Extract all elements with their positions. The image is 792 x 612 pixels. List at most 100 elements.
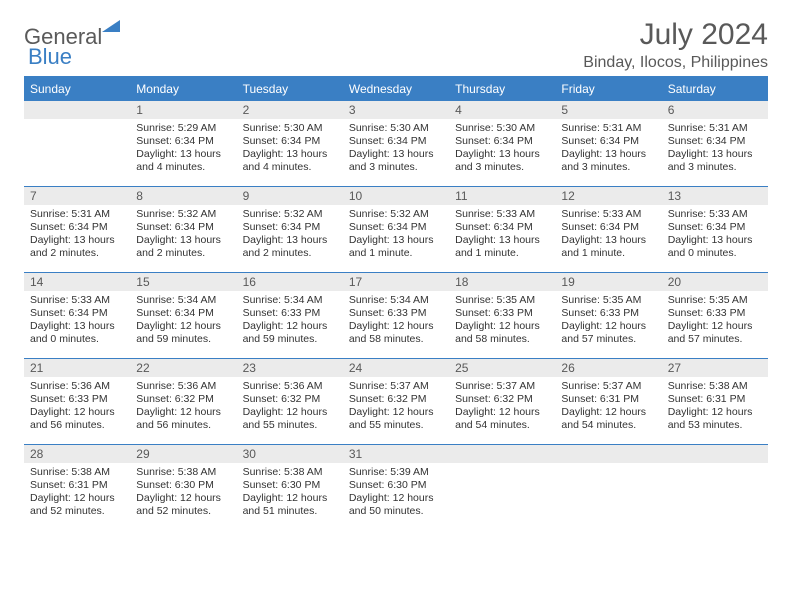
calendar-cell: 20Sunrise: 5:35 AMSunset: 6:33 PMDayligh… <box>662 273 768 359</box>
day-number: 25 <box>449 359 555 377</box>
day-content: Sunrise: 5:34 AMSunset: 6:33 PMDaylight:… <box>237 291 343 351</box>
day-content: Sunrise: 5:32 AMSunset: 6:34 PMDaylight:… <box>130 205 236 265</box>
day-content: Sunrise: 5:36 AMSunset: 6:32 PMDaylight:… <box>130 377 236 437</box>
day-content: Sunrise: 5:33 AMSunset: 6:34 PMDaylight:… <box>449 205 555 265</box>
day-content: Sunrise: 5:31 AMSunset: 6:34 PMDaylight:… <box>555 119 661 179</box>
day-number-empty <box>24 101 130 119</box>
day-content: Sunrise: 5:38 AMSunset: 6:31 PMDaylight:… <box>24 463 130 523</box>
day-number: 16 <box>237 273 343 291</box>
calendar-cell: 15Sunrise: 5:34 AMSunset: 6:34 PMDayligh… <box>130 273 236 359</box>
day-number: 2 <box>237 101 343 119</box>
calendar-cell: 3Sunrise: 5:30 AMSunset: 6:34 PMDaylight… <box>343 101 449 187</box>
day-number: 12 <box>555 187 661 205</box>
calendar-cell: 27Sunrise: 5:38 AMSunset: 6:31 PMDayligh… <box>662 359 768 445</box>
day-content: Sunrise: 5:38 AMSunset: 6:30 PMDaylight:… <box>130 463 236 523</box>
day-content: Sunrise: 5:39 AMSunset: 6:30 PMDaylight:… <box>343 463 449 523</box>
day-content: Sunrise: 5:30 AMSunset: 6:34 PMDaylight:… <box>449 119 555 179</box>
calendar-cell: 26Sunrise: 5:37 AMSunset: 6:31 PMDayligh… <box>555 359 661 445</box>
calendar-cell: 12Sunrise: 5:33 AMSunset: 6:34 PMDayligh… <box>555 187 661 273</box>
calendar-row: 28Sunrise: 5:38 AMSunset: 6:31 PMDayligh… <box>24 445 768 531</box>
day-number: 14 <box>24 273 130 291</box>
day-number: 29 <box>130 445 236 463</box>
day-content: Sunrise: 5:35 AMSunset: 6:33 PMDaylight:… <box>662 291 768 351</box>
calendar-cell: 8Sunrise: 5:32 AMSunset: 6:34 PMDaylight… <box>130 187 236 273</box>
day-number-empty <box>662 445 768 463</box>
calendar-cell: 7Sunrise: 5:31 AMSunset: 6:34 PMDaylight… <box>24 187 130 273</box>
calendar-cell: 25Sunrise: 5:37 AMSunset: 6:32 PMDayligh… <box>449 359 555 445</box>
calendar-cell: 24Sunrise: 5:37 AMSunset: 6:32 PMDayligh… <box>343 359 449 445</box>
calendar-cell: 28Sunrise: 5:38 AMSunset: 6:31 PMDayligh… <box>24 445 130 531</box>
day-number: 11 <box>449 187 555 205</box>
calendar-cell: 31Sunrise: 5:39 AMSunset: 6:30 PMDayligh… <box>343 445 449 531</box>
day-content: Sunrise: 5:31 AMSunset: 6:34 PMDaylight:… <box>24 205 130 265</box>
calendar-cell: 23Sunrise: 5:36 AMSunset: 6:32 PMDayligh… <box>237 359 343 445</box>
day-number: 26 <box>555 359 661 377</box>
day-number: 27 <box>662 359 768 377</box>
day-content: Sunrise: 5:33 AMSunset: 6:34 PMDaylight:… <box>24 291 130 351</box>
day-content: Sunrise: 5:36 AMSunset: 6:32 PMDaylight:… <box>237 377 343 437</box>
day-content: Sunrise: 5:32 AMSunset: 6:34 PMDaylight:… <box>237 205 343 265</box>
calendar-cell: 5Sunrise: 5:31 AMSunset: 6:34 PMDaylight… <box>555 101 661 187</box>
calendar-body: 1Sunrise: 5:29 AMSunset: 6:34 PMDaylight… <box>24 101 768 531</box>
day-number: 18 <box>449 273 555 291</box>
title-block: July 2024 Binday, Ilocos, Philippines <box>583 18 768 72</box>
day-number: 15 <box>130 273 236 291</box>
calendar-cell <box>555 445 661 531</box>
location-label: Binday, Ilocos, Philippines <box>583 54 768 72</box>
calendar-cell: 22Sunrise: 5:36 AMSunset: 6:32 PMDayligh… <box>130 359 236 445</box>
day-number-empty <box>449 445 555 463</box>
calendar-cell: 13Sunrise: 5:33 AMSunset: 6:34 PMDayligh… <box>662 187 768 273</box>
day-number: 24 <box>343 359 449 377</box>
day-content: Sunrise: 5:38 AMSunset: 6:31 PMDaylight:… <box>662 377 768 437</box>
day-content: Sunrise: 5:29 AMSunset: 6:34 PMDaylight:… <box>130 119 236 179</box>
calendar-cell: 30Sunrise: 5:38 AMSunset: 6:30 PMDayligh… <box>237 445 343 531</box>
day-number: 23 <box>237 359 343 377</box>
weekday-header: Monday <box>130 77 236 101</box>
day-number: 7 <box>24 187 130 205</box>
calendar-cell: 2Sunrise: 5:30 AMSunset: 6:34 PMDaylight… <box>237 101 343 187</box>
calendar-cell: 6Sunrise: 5:31 AMSunset: 6:34 PMDaylight… <box>662 101 768 187</box>
weekday-header: Tuesday <box>237 77 343 101</box>
day-number: 19 <box>555 273 661 291</box>
day-number: 30 <box>237 445 343 463</box>
day-content: Sunrise: 5:30 AMSunset: 6:34 PMDaylight:… <box>237 119 343 179</box>
day-content: Sunrise: 5:37 AMSunset: 6:31 PMDaylight:… <box>555 377 661 437</box>
day-number: 9 <box>237 187 343 205</box>
calendar-cell: 14Sunrise: 5:33 AMSunset: 6:34 PMDayligh… <box>24 273 130 359</box>
day-number: 20 <box>662 273 768 291</box>
weekday-header: Wednesday <box>343 77 449 101</box>
day-content: Sunrise: 5:37 AMSunset: 6:32 PMDaylight:… <box>343 377 449 437</box>
calendar-cell: 19Sunrise: 5:35 AMSunset: 6:33 PMDayligh… <box>555 273 661 359</box>
day-number: 6 <box>662 101 768 119</box>
day-number: 4 <box>449 101 555 119</box>
day-content: Sunrise: 5:34 AMSunset: 6:34 PMDaylight:… <box>130 291 236 351</box>
calendar-cell: 9Sunrise: 5:32 AMSunset: 6:34 PMDaylight… <box>237 187 343 273</box>
weekday-header: Sunday <box>24 77 130 101</box>
calendar-row: 1Sunrise: 5:29 AMSunset: 6:34 PMDaylight… <box>24 101 768 187</box>
day-number: 31 <box>343 445 449 463</box>
day-number: 3 <box>343 101 449 119</box>
brand-part2: Blue <box>28 44 72 70</box>
calendar-cell <box>24 101 130 187</box>
calendar-head: SundayMondayTuesdayWednesdayThursdayFrid… <box>24 77 768 101</box>
day-number: 22 <box>130 359 236 377</box>
day-number: 13 <box>662 187 768 205</box>
calendar-cell: 29Sunrise: 5:38 AMSunset: 6:30 PMDayligh… <box>130 445 236 531</box>
calendar-table: SundayMondayTuesdayWednesdayThursdayFrid… <box>24 76 768 531</box>
day-number: 17 <box>343 273 449 291</box>
calendar-cell: 18Sunrise: 5:35 AMSunset: 6:33 PMDayligh… <box>449 273 555 359</box>
weekday-header: Friday <box>555 77 661 101</box>
calendar-cell: 1Sunrise: 5:29 AMSunset: 6:34 PMDaylight… <box>130 101 236 187</box>
calendar-cell: 4Sunrise: 5:30 AMSunset: 6:34 PMDaylight… <box>449 101 555 187</box>
day-content: Sunrise: 5:34 AMSunset: 6:33 PMDaylight:… <box>343 291 449 351</box>
weekday-header: Saturday <box>662 77 768 101</box>
calendar-cell: 17Sunrise: 5:34 AMSunset: 6:33 PMDayligh… <box>343 273 449 359</box>
brand-triangle-icon <box>102 18 120 37</box>
day-content: Sunrise: 5:32 AMSunset: 6:34 PMDaylight:… <box>343 205 449 265</box>
calendar-cell: 10Sunrise: 5:32 AMSunset: 6:34 PMDayligh… <box>343 187 449 273</box>
day-number: 10 <box>343 187 449 205</box>
calendar-cell: 21Sunrise: 5:36 AMSunset: 6:33 PMDayligh… <box>24 359 130 445</box>
day-content: Sunrise: 5:33 AMSunset: 6:34 PMDaylight:… <box>662 205 768 265</box>
calendar-cell: 11Sunrise: 5:33 AMSunset: 6:34 PMDayligh… <box>449 187 555 273</box>
day-number: 5 <box>555 101 661 119</box>
